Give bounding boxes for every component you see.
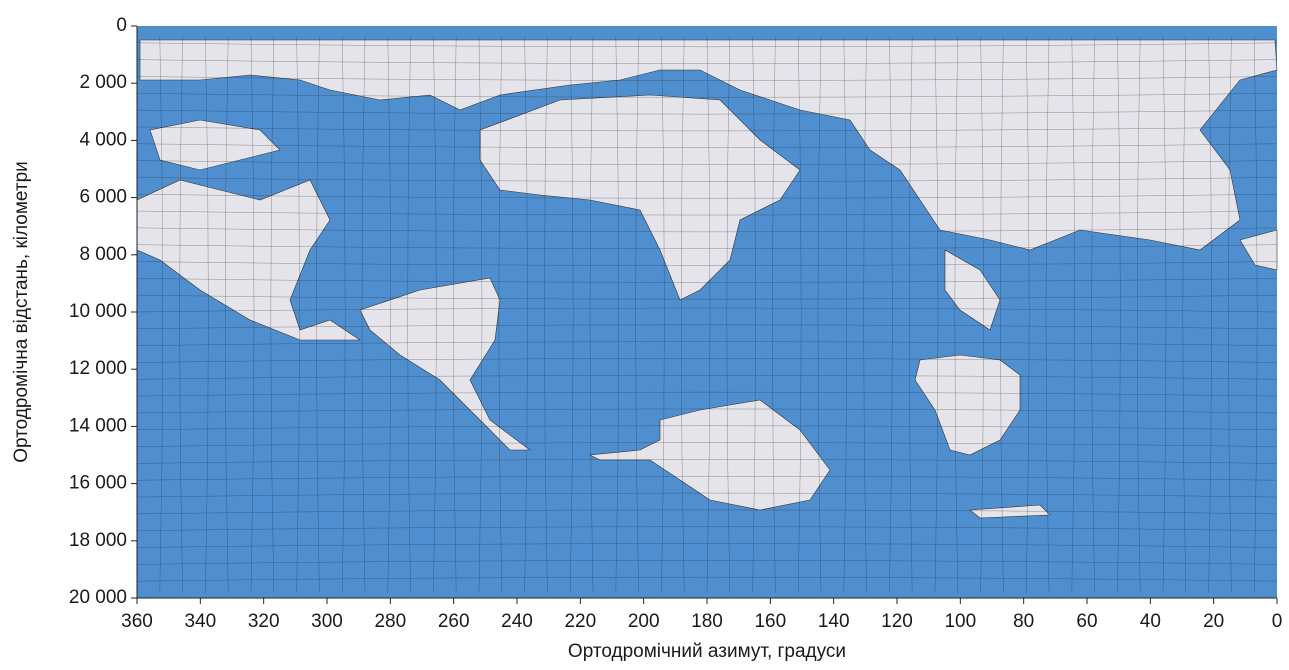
y-axis-title: Ортодромічна відстань, кілометри: [11, 161, 32, 463]
x-tick-label: 140: [818, 611, 850, 632]
x-tick-label: 260: [438, 611, 470, 632]
map-chart: Ортодромічний азимут, градуси Ортодроміч…: [0, 0, 1289, 670]
x-tick-label: 300: [311, 611, 343, 632]
y-tick-label: 8 000: [79, 244, 127, 265]
x-tick-label: 360: [121, 611, 153, 632]
y-tick-label: 12 000: [69, 358, 127, 379]
y-tick-label: 18 000: [69, 530, 127, 551]
x-tick-label: 200: [628, 611, 660, 632]
y-tick-label: 14 000: [69, 415, 127, 436]
x-tick-label: 0: [1272, 611, 1283, 632]
y-tick-label: 16 000: [69, 473, 127, 494]
y-tick-label: 0: [116, 15, 127, 36]
y-tick-label: 6 000: [79, 187, 127, 208]
x-tick-label: 20: [1203, 611, 1224, 632]
y-tick-label: 10 000: [69, 301, 127, 322]
x-axis-title: Ортодромічний азимут, градуси: [568, 641, 846, 662]
x-tick-label: 280: [374, 611, 406, 632]
x-tick-label: 340: [184, 611, 216, 632]
x-tick-label: 60: [1076, 611, 1097, 632]
x-tick-label: 80: [1013, 611, 1034, 632]
x-tick-label: 160: [754, 611, 786, 632]
x-tick-label: 100: [944, 611, 976, 632]
x-tick-label: 180: [691, 611, 723, 632]
y-tick-label: 2 000: [79, 72, 127, 93]
y-tick-label: 20 000: [69, 587, 127, 608]
y-tick-label: 4 000: [79, 129, 127, 150]
x-tick-label: 320: [248, 611, 280, 632]
x-tick-label: 240: [501, 611, 533, 632]
x-tick-label: 40: [1140, 611, 1161, 632]
x-tick-label: 220: [564, 611, 596, 632]
x-tick-label: 120: [881, 611, 913, 632]
